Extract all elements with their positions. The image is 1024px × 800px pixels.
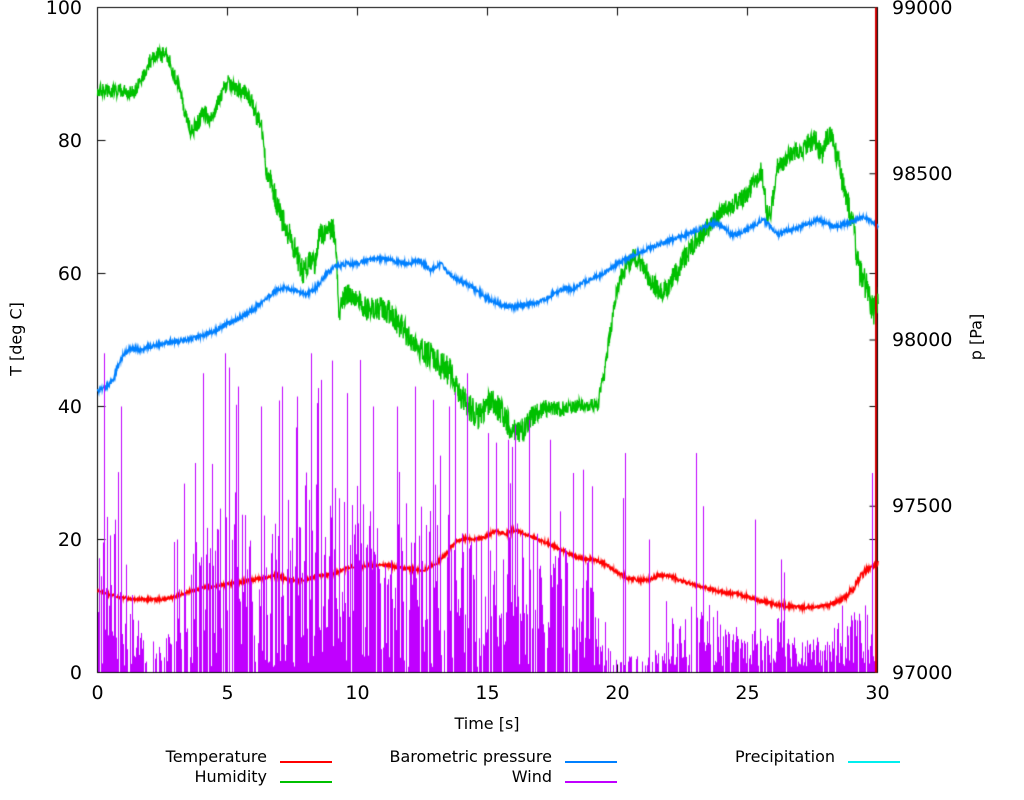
y2-tick-label: 99000 <box>892 0 953 19</box>
legend-label-precipitation: Precipitation <box>734 747 835 766</box>
x-tick-label: 15 <box>475 682 500 704</box>
legend-line-sample <box>848 761 900 763</box>
y-tick-label: 20 <box>57 528 82 551</box>
x-tick-label: 25 <box>735 682 760 704</box>
y2-tick-label: 98000 <box>892 329 953 351</box>
y2-tick-label: 97500 <box>892 495 953 518</box>
x-tick-label: 0 <box>91 682 104 704</box>
legend-line-sample <box>280 781 332 783</box>
legend-line-sample <box>565 781 617 783</box>
x-axis-label: Time [s] <box>454 714 520 733</box>
y-tick-label: 80 <box>57 129 82 152</box>
legend-line-sample <box>280 761 332 763</box>
y-tick-label: 40 <box>57 395 82 418</box>
y-tick-label: 60 <box>57 262 82 285</box>
x-tick-label: 30 <box>865 682 890 704</box>
legend-label-temperature: Temperature <box>165 747 267 766</box>
y2-axis-label: p [Pa] <box>966 313 986 361</box>
x-tick-label: 10 <box>345 682 370 704</box>
legend-line-sample <box>565 761 617 763</box>
x-tick-label: 5 <box>221 682 234 704</box>
y2-tick-label: 98500 <box>892 162 953 185</box>
y-tick-label: 0 <box>69 661 82 684</box>
legend-label-humidity: Humidity <box>194 767 267 786</box>
legend-label-wind: Wind <box>511 767 552 786</box>
y-axis-label: T [deg C] <box>6 302 26 376</box>
x-tick-label: 20 <box>605 682 630 704</box>
legend-label-barometric-pressure: Barometric pressure <box>389 747 552 766</box>
y-tick-label: 100 <box>45 0 82 19</box>
y2-tick-label: 97000 <box>892 661 953 684</box>
